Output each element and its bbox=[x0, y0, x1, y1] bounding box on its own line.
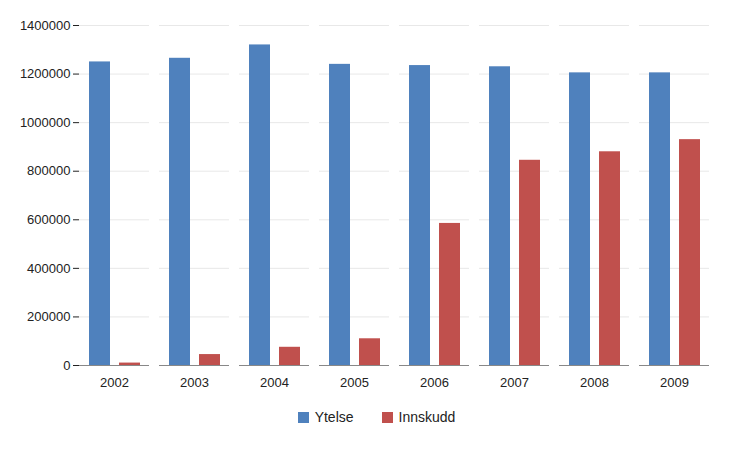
svg-text:2002: 2002 bbox=[100, 375, 129, 390]
html-text:Innskudd: Innskudd bbox=[398, 409, 456, 425]
svg-text:2008: 2008 bbox=[580, 375, 609, 390]
html-text:Ytelse: Ytelse bbox=[314, 409, 354, 425]
svg-text:0: 0 bbox=[63, 358, 70, 373]
svg-text:2009: 2009 bbox=[660, 375, 689, 390]
svg-text:2006: 2006 bbox=[420, 375, 449, 390]
svg-text:200000: 200000 bbox=[27, 309, 70, 324]
svg-text:2007: 2007 bbox=[500, 375, 529, 390]
svg-text:1400000: 1400000 bbox=[20, 18, 71, 33]
svg-text:400000: 400000 bbox=[27, 261, 70, 276]
svg-text:600000: 600000 bbox=[27, 212, 70, 227]
svg-text:1200000: 1200000 bbox=[20, 66, 71, 81]
svg-text:2005: 2005 bbox=[340, 375, 369, 390]
svg-text:800000: 800000 bbox=[27, 163, 70, 178]
svg-text:2003: 2003 bbox=[180, 375, 209, 390]
svg-text:2004: 2004 bbox=[260, 375, 289, 390]
svg-text:1000000: 1000000 bbox=[20, 115, 71, 130]
